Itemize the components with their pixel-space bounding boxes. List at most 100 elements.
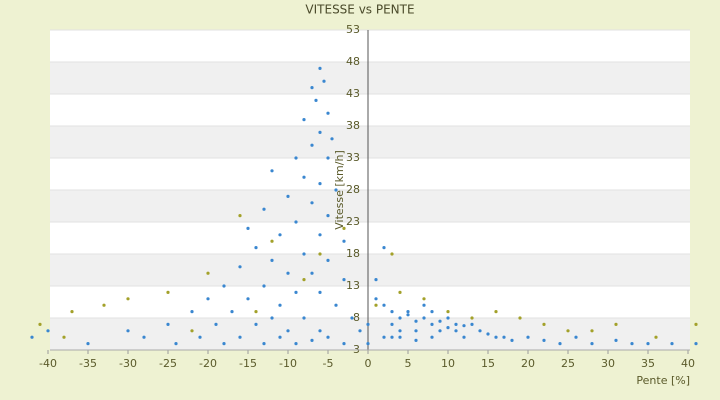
point: [318, 182, 322, 186]
point: [382, 303, 386, 307]
point: [278, 303, 282, 307]
point: [62, 335, 66, 339]
point: [486, 332, 490, 336]
point: [310, 201, 314, 205]
point: [358, 329, 362, 333]
point: [694, 342, 698, 346]
point: [414, 338, 418, 342]
point: [374, 297, 378, 301]
point: [374, 278, 378, 282]
point: [382, 335, 386, 339]
y-tick-label: 53: [346, 23, 360, 36]
point: [86, 342, 90, 346]
x-tick-label: 15: [481, 357, 495, 370]
grid-band: [50, 286, 690, 318]
grid-band: [50, 158, 690, 190]
point: [382, 246, 386, 250]
point: [206, 271, 210, 275]
point: [126, 297, 130, 301]
x-tick-label: -35: [79, 357, 97, 370]
point: [262, 284, 266, 288]
point: [390, 335, 394, 339]
point: [294, 290, 298, 294]
point: [254, 322, 258, 326]
point: [566, 329, 570, 333]
point: [246, 226, 250, 230]
x-tick-label: 30: [601, 357, 615, 370]
point: [270, 258, 274, 262]
point: [238, 265, 242, 269]
point: [286, 329, 290, 333]
point: [390, 322, 394, 326]
x-tick-label: -30: [119, 357, 137, 370]
point: [654, 335, 658, 339]
point: [214, 322, 218, 326]
point: [174, 342, 178, 346]
point: [590, 329, 594, 333]
point: [294, 156, 298, 160]
point: [246, 297, 250, 301]
x-tick-label: -20: [199, 357, 217, 370]
point: [198, 335, 202, 339]
point: [310, 143, 314, 147]
point: [366, 322, 370, 326]
y-tick-label: 43: [346, 87, 360, 100]
point: [510, 338, 514, 342]
point: [302, 316, 306, 320]
point: [326, 258, 330, 262]
point: [406, 313, 410, 317]
y-tick-label: 28: [346, 183, 360, 196]
point: [422, 297, 426, 301]
plot-area: [50, 29, 690, 351]
point: [270, 169, 274, 173]
y-tick-label: 23: [346, 215, 360, 228]
y-tick-label: 38: [346, 119, 360, 132]
point: [694, 322, 698, 326]
x-tick-label: -10: [279, 357, 297, 370]
x-tick-label: -15: [239, 357, 257, 370]
point: [542, 338, 546, 342]
point: [262, 207, 266, 211]
point: [318, 290, 322, 294]
point: [334, 188, 338, 192]
grid-band: [50, 94, 690, 126]
grid-band: [50, 62, 690, 94]
point: [430, 322, 434, 326]
point: [70, 310, 74, 314]
point: [166, 290, 170, 294]
point: [322, 79, 326, 83]
point: [438, 329, 442, 333]
point: [342, 239, 346, 243]
point: [414, 329, 418, 333]
point: [206, 297, 210, 301]
x-tick-label: -40: [39, 357, 57, 370]
x-tick-label: 0: [365, 357, 372, 370]
point: [238, 335, 242, 339]
point: [270, 239, 274, 243]
point: [614, 338, 618, 342]
point: [470, 322, 474, 326]
point: [614, 322, 618, 326]
point: [262, 342, 266, 346]
y-tick-label: 13: [346, 279, 360, 292]
point: [326, 214, 330, 218]
point: [446, 316, 450, 320]
point: [494, 310, 498, 314]
y-tick-label: 48: [346, 55, 360, 68]
point: [590, 342, 594, 346]
grid-band: [50, 254, 690, 286]
point: [646, 342, 650, 346]
point: [190, 310, 194, 314]
point: [326, 111, 330, 115]
point: [30, 335, 34, 339]
point: [46, 329, 50, 333]
point: [294, 342, 298, 346]
point: [278, 233, 282, 237]
point: [430, 335, 434, 339]
point: [302, 278, 306, 282]
point: [422, 303, 426, 307]
point: [318, 130, 322, 134]
grid-band: [50, 190, 690, 222]
point: [254, 246, 258, 250]
